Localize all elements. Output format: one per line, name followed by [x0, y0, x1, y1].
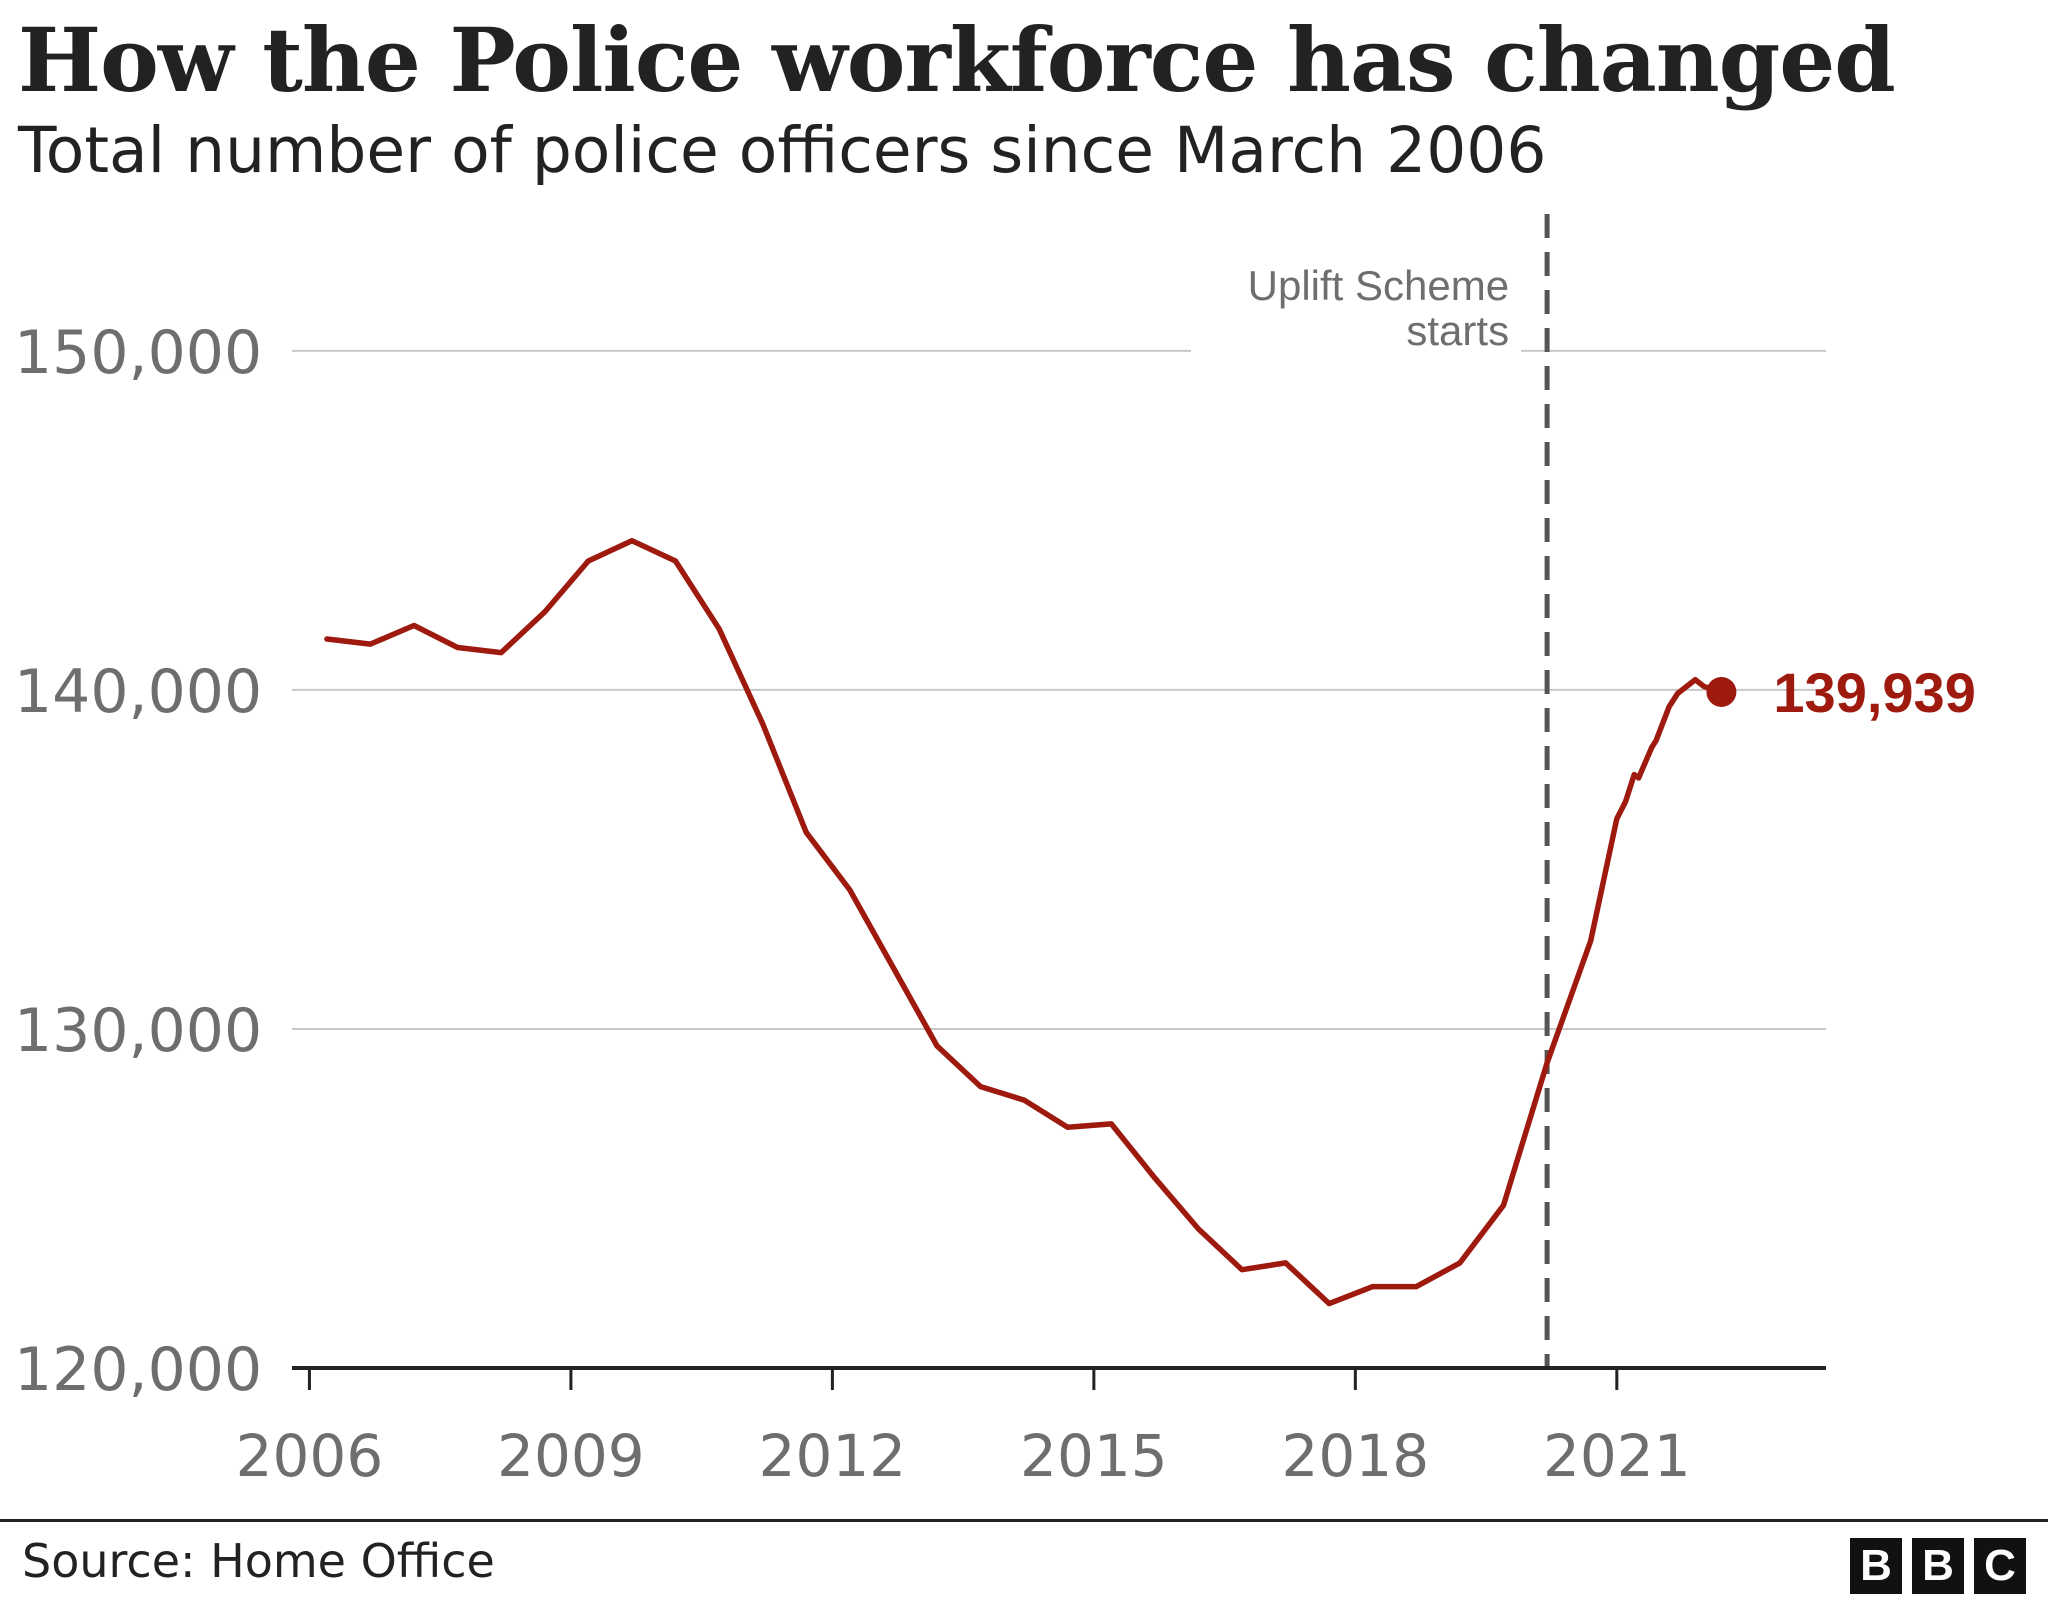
- footer-divider: [0, 1519, 2048, 1522]
- x-tick-label: 2012: [759, 1422, 907, 1490]
- bbc-logo-letter-b2: B: [1912, 1538, 1964, 1594]
- y-tick-label: 140,000: [14, 657, 262, 727]
- x-tick-label: 2018: [1282, 1422, 1430, 1490]
- x-axis-tick-labels: 2006 2009 2012 2015 2018 2021: [236, 1422, 1691, 1490]
- annotation-label-background: [1191, 256, 1522, 354]
- last-value-dot: [1706, 676, 1737, 707]
- police-officers-line: [324, 537, 1725, 1307]
- x-tick-label: 2021: [1543, 1422, 1691, 1490]
- x-axis: [292, 1366, 1826, 1390]
- bbc-logo: B B C: [1850, 1538, 2026, 1594]
- y-tick-label: 130,000: [14, 996, 262, 1066]
- bbc-logo-letter-b1: B: [1850, 1538, 1902, 1594]
- annotation-label: Uplift Scheme: [1248, 262, 1509, 309]
- y-axis-tick-labels: 120,000 130,000 140,000 150,000: [14, 318, 262, 1405]
- line-chart: 120,000 130,000 140,000 150,000 Uplift Sche…: [14, 214, 1976, 1490]
- annotation-label: starts: [1406, 307, 1509, 354]
- x-tick-label: 2009: [497, 1422, 645, 1490]
- x-tick-label: 2015: [1020, 1422, 1168, 1490]
- last-value-label: 139,939: [1773, 661, 1975, 724]
- chart-title: How the Police workforce has changed: [18, 8, 1896, 112]
- x-tick-label: 2006: [236, 1422, 384, 1490]
- y-tick-label: 120,000: [14, 1335, 262, 1405]
- bbc-logo-letter-c: C: [1974, 1538, 2026, 1594]
- y-tick-label: 150,000: [14, 318, 262, 388]
- source-note: Source: Home Office: [22, 1534, 495, 1588]
- series: 139,939: [324, 537, 1976, 1307]
- chart-subtitle: Total number of police officers since Ma…: [18, 114, 1547, 187]
- gridlines: [292, 349, 1826, 1030]
